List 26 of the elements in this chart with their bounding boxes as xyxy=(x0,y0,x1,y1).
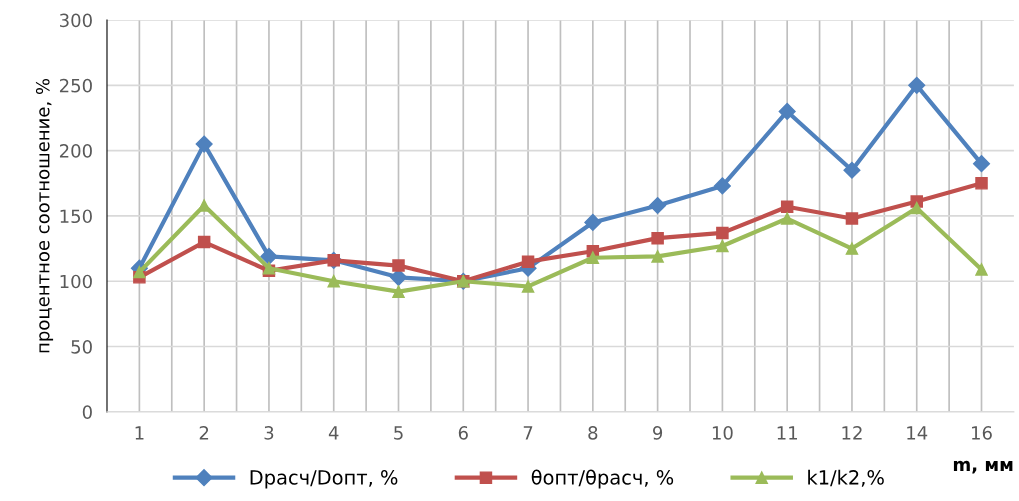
y-tick-label: 50 xyxy=(71,339,92,354)
x-tick-label: 5 xyxy=(394,426,403,440)
x-tick-label: 1 xyxy=(135,426,144,440)
x-tick-label: 16 xyxy=(972,426,992,440)
x-tick-label: 7 xyxy=(523,426,533,440)
x-tick-label: 14 xyxy=(907,426,928,440)
x-tick-label: 2 xyxy=(199,426,209,440)
y-tick-label: 200 xyxy=(59,144,92,158)
x-tick-label: 4 xyxy=(328,426,339,440)
y-tick-label: 300 xyxy=(60,13,92,28)
x-tick-label: 9 xyxy=(653,426,663,440)
legend-label: k1/k2,% xyxy=(808,469,884,487)
x-tick-label: 6 xyxy=(458,426,468,440)
y-tick-label: 150 xyxy=(60,209,92,224)
x-axis-title: m, мм xyxy=(953,460,1013,474)
x-tick-label: 10 xyxy=(712,426,733,440)
x-tick-label: 11 xyxy=(777,426,797,440)
y-axis-title: процентное соотношение, % xyxy=(35,78,54,353)
legend-label: θопт/θрасч, % xyxy=(531,469,674,489)
x-tick-label: 12 xyxy=(842,426,862,440)
x-tick-label: 3 xyxy=(264,426,274,440)
y-tick-label: 250 xyxy=(59,78,92,93)
y-tick-label: 0 xyxy=(82,405,92,419)
legend-label: Dрасч/Dопт, % xyxy=(250,470,398,489)
x-tick-label: 8 xyxy=(588,426,598,440)
y-tick-label: 100 xyxy=(60,274,92,289)
